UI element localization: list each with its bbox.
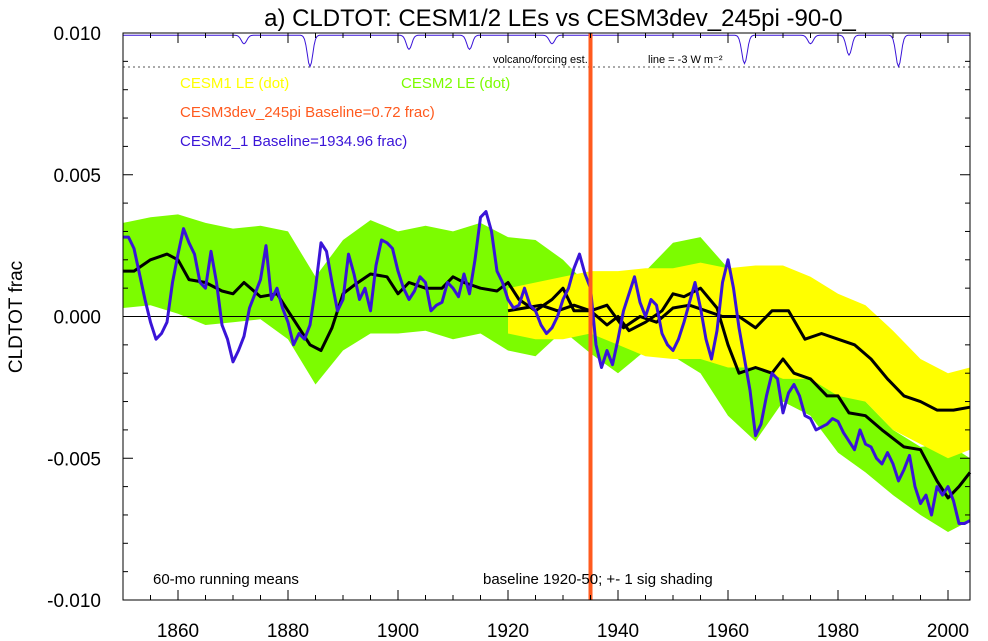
volcano-forcing-trace [123, 34, 970, 68]
x-tick-label: 1980 [817, 621, 859, 641]
y-axis-label: CLDTOT frac [6, 261, 27, 373]
legend: CESM1 LE (dot) CESM2 LE (dot) CESM3dev_2… [180, 75, 510, 150]
running-mean-annotation: 60-mo running means [153, 571, 299, 588]
cesm1-le-mean-line [507, 303, 971, 412]
baseline-annotation: baseline 1920-50; +- 1 sig shading [483, 571, 713, 588]
y-tick-label: 0.010 [53, 24, 101, 45]
x-tick-label: 1920 [487, 621, 529, 641]
x-tick-label: 1860 [157, 621, 199, 641]
plot-area [123, 33, 972, 600]
forcing-annotation: volcano/forcing est. [493, 54, 588, 66]
y-tick-label: -0.005 [47, 449, 101, 470]
y-tick-label: 0.005 [53, 166, 101, 187]
forcing-scale-annotation: line = -3 W m⁻² [648, 54, 723, 66]
legend-cesm3dev: CESM3dev_245pi Baseline=0.72 frac) [180, 104, 435, 121]
cesm1-le-band-shape [508, 262, 970, 459]
axes [122, 32, 971, 601]
y-tick-label: -0.010 [47, 591, 101, 612]
legend-cesm1-le: CESM1 LE (dot) [180, 75, 289, 92]
x-tick-label: 1880 [267, 621, 309, 641]
x-tick-label: 1940 [597, 621, 639, 641]
x-tick-label: 2000 [927, 621, 969, 641]
x-tick-label: 1960 [707, 621, 749, 641]
series-lines [123, 210, 972, 525]
tick-labels: 1860 1880 1900 1920 1940 1960 1980 2000 0.010 0.0… [47, 24, 969, 641]
x-tick-label: 1900 [377, 621, 419, 641]
legend-cesm2-1: CESM2_1 Baseline=1934.96 frac) [180, 133, 407, 150]
chart-title: a) CLDTOT: CESM1/2 LEs vs CESM3dev_245pi… [264, 5, 856, 32]
y-tick-label: 0.000 [53, 308, 101, 329]
cesm1-le-range-band [508, 262, 970, 459]
volcano-forcing-line [123, 34, 970, 68]
legend-cesm2-le: CESM2 LE (dot) [401, 75, 510, 92]
cesm2-1-line [123, 210, 971, 525]
